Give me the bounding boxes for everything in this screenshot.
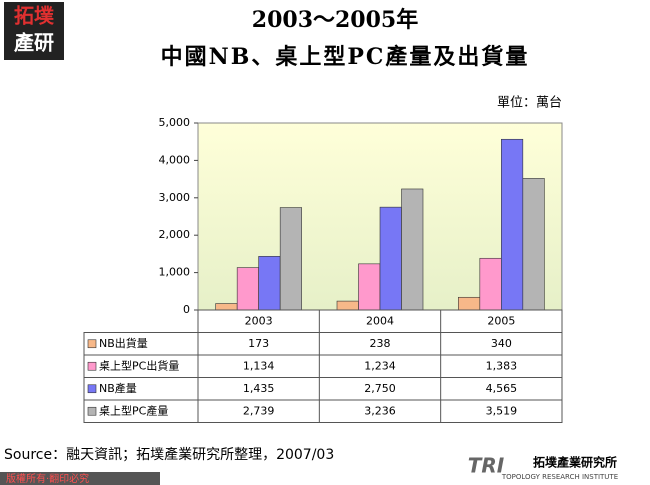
brand-english: TOPOLOGY RESEARCH INSTITUTE (501, 473, 618, 481)
y-tick-label: 1,000 (159, 266, 191, 279)
chart-subtitle: 中國NB、桌上型PC產量及出貨量 (161, 44, 530, 70)
bar (258, 256, 281, 311)
logo-top: 拓墣 (14, 4, 55, 28)
value-label: 2,739 (243, 404, 275, 417)
value-label: 1,383 (486, 359, 518, 372)
x-tick-label: 2004 (366, 314, 394, 327)
legend-label: NB產量 (99, 381, 137, 395)
value-label: 3,519 (486, 404, 518, 417)
bar (336, 300, 359, 311)
y-tick-label: 5,000 (159, 116, 191, 129)
legend-swatch (87, 339, 97, 349)
brand-mark: TRI (468, 454, 505, 478)
value-label: 238 (370, 337, 391, 350)
chart: 0 1,000 2,000 3,000 4,000 5,000 2003 2004 2005 NB… (83, 116, 563, 423)
legend-swatch (87, 384, 97, 394)
bar (479, 257, 502, 311)
legend-label: 桌上型PC出貨量 (99, 358, 179, 372)
chart-title: 2003～2005年 (252, 7, 418, 33)
legend-label: 桌上型PC產量 (99, 403, 168, 417)
value-label: 1,234 (364, 359, 396, 372)
brand-name: 拓墣產業研究所 (533, 455, 617, 470)
unit-label: 單位：萬台 (497, 96, 562, 111)
source: Source：融天資訊；拓墣產業研究所整理，2007/03 (4, 446, 334, 463)
y-tick-label: 2,000 (159, 228, 191, 241)
bar (522, 178, 545, 311)
value-label: 340 (491, 337, 512, 350)
y-tick-label: 4,000 (159, 153, 191, 166)
logo-box (4, 2, 64, 60)
legend-swatch (87, 361, 97, 371)
bar (358, 263, 381, 311)
legend-swatch (87, 406, 97, 416)
bar (279, 207, 302, 311)
value-label: 173 (248, 337, 269, 350)
footer-bar (0, 472, 160, 485)
bar (379, 206, 402, 311)
y-tick-label: 0 (183, 303, 190, 316)
bar (401, 188, 424, 311)
bar (501, 138, 524, 311)
x-tick-label: 2005 (487, 314, 515, 327)
logo-bottom: 產研 (14, 31, 54, 55)
bar (236, 267, 259, 311)
value-label: 3,236 (364, 404, 396, 417)
value-label: 1,134 (243, 359, 275, 372)
footer: 版權所有‧翻印必究 (6, 472, 89, 485)
x-tick-label: 2003 (245, 314, 273, 327)
bar (215, 303, 238, 311)
value-label: 2,750 (364, 382, 396, 395)
legend-label: NB出貨量 (99, 336, 148, 350)
value-label: 4,565 (486, 382, 518, 395)
value-label: 1,435 (243, 382, 275, 395)
y-tick-label: 3,000 (159, 191, 191, 204)
bar (458, 296, 481, 311)
